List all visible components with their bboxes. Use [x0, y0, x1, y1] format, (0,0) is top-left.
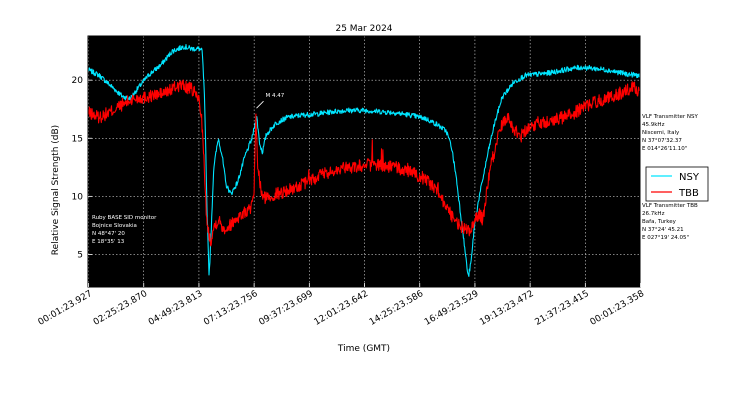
tbb-line-2: 26.7kHz — [642, 211, 665, 217]
y-ticks: 5 10 15 20 — [72, 76, 92, 260]
nsy-line-5: E 014°26'11.10" — [642, 146, 687, 152]
x-tick-label: 09:37:23.699 — [257, 289, 315, 328]
transmitter-tbb-info: VLF Transmitter TBB 26.7kHz Bafa, Turkey… — [642, 203, 698, 241]
annotation-pointer — [256, 100, 264, 109]
x-ticks: 00:01:23.92702:25:23.87004:49:23.81307:1… — [37, 283, 647, 328]
y-tick-label: 5 — [77, 250, 83, 260]
x-tick-label: 02:25:23.870 — [92, 289, 150, 328]
tbb-line-5: E 027°19' 24.05" — [642, 235, 689, 241]
x-axis-label: Time (GMT) — [337, 344, 390, 354]
x-tick-label: 00:01:23.927 — [37, 289, 94, 328]
x-tick-label: 00:01:23.358 — [589, 289, 647, 328]
x-tick-label: 12:01:23.642 — [313, 289, 370, 328]
station-info: Ruby BASE SID monitor Bojnice Slovakia N… — [92, 215, 157, 245]
nsy-line-2: 45.9kHz — [642, 122, 665, 128]
nsy-line-4: N 37°07'32.37 — [642, 138, 682, 144]
chart-title: 25 Mar 2024 — [335, 24, 392, 34]
station-line-4: E 18°35' 13 — [92, 239, 125, 245]
legend-label-nsy: NSY — [679, 172, 700, 183]
tbb-line-1: VLF Transmitter TBB — [642, 203, 698, 209]
x-tick-label: 16:49:23.529 — [423, 289, 481, 328]
x-tick-label: 07:13:23.756 — [202, 289, 260, 328]
series-line-tbb — [87, 79, 641, 247]
nsy-line-1: VLF Transmitter NSY — [642, 114, 698, 120]
x-tick-label: 04:49:23.813 — [147, 289, 204, 328]
legend: NSY TBB — [645, 166, 709, 202]
legend-label-tbb: TBB — [678, 188, 699, 199]
legend-box — [645, 166, 709, 202]
tbb-line-4: N 37°24' 45.21 — [642, 227, 684, 233]
x-tick-label: 14:25:23.586 — [368, 289, 426, 328]
x-tick-label: 19:13:23.472 — [478, 289, 535, 328]
plot-background — [88, 36, 640, 287]
plot-frame — [87, 35, 641, 288]
station-line-2: Bojnice Slovakia — [92, 223, 137, 229]
y-tick-label: 10 — [72, 192, 84, 202]
grid — [88, 36, 641, 287]
annotation-label: M 4.47 — [266, 93, 285, 99]
series-layer — [87, 44, 641, 277]
nsy-line-3: Niscemi, Italy — [642, 130, 680, 136]
tbb-line-3: Bafa, Turkey — [642, 219, 677, 225]
station-line-1: Ruby BASE SID monitor — [92, 215, 157, 221]
y-tick-label: 15 — [72, 134, 83, 144]
station-line-3: N 48°47' 20 — [92, 231, 125, 237]
y-tick-label: 20 — [72, 76, 84, 86]
transmitter-nsy-info: VLF Transmitter NSY 45.9kHz Niscemi, Ita… — [642, 114, 698, 152]
y-axis-label: Relative Signal Strength (dB) — [51, 125, 61, 255]
x-tick-label: 21:37:23.415 — [533, 289, 590, 328]
series-line-nsy — [87, 44, 641, 277]
